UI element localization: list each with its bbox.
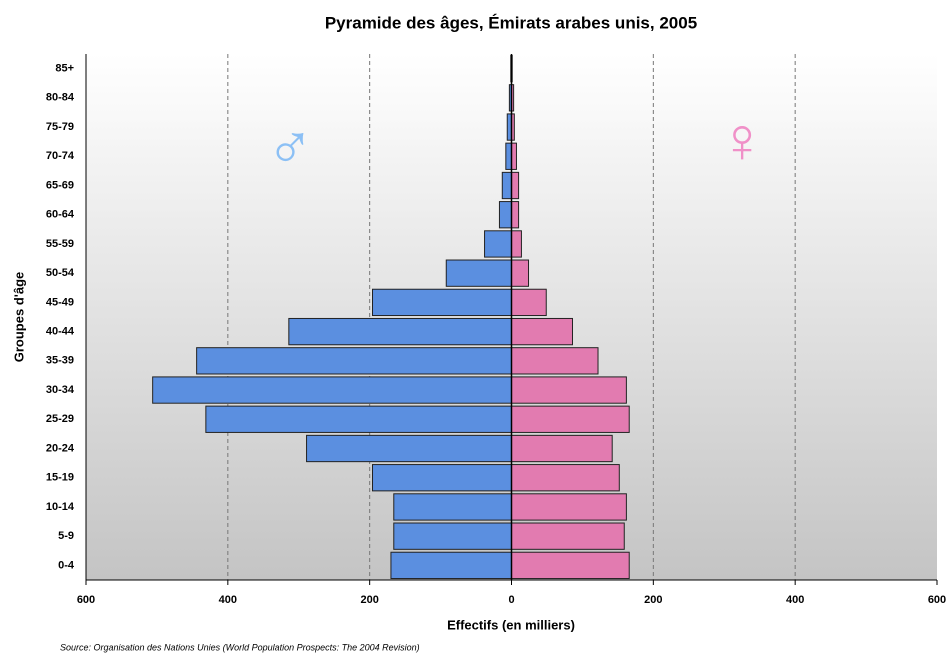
bar bbox=[511, 230, 522, 258]
bar bbox=[445, 259, 512, 287]
bar bbox=[511, 434, 613, 463]
y-tick-label: 35-39 bbox=[46, 355, 74, 367]
bar bbox=[501, 171, 512, 200]
y-tick-label: 25-29 bbox=[46, 413, 74, 425]
bar bbox=[393, 493, 512, 521]
y-tick-label: 15-19 bbox=[46, 472, 74, 484]
bar bbox=[511, 347, 599, 375]
x-tick-label: 200 bbox=[644, 594, 662, 606]
y-tick-label: 0-4 bbox=[58, 559, 75, 571]
bar bbox=[484, 230, 512, 258]
bar bbox=[505, 142, 512, 170]
bar bbox=[498, 201, 512, 229]
bar bbox=[196, 347, 512, 375]
female-symbol: ♀ bbox=[718, 104, 766, 176]
bar bbox=[511, 522, 625, 550]
y-tick-label: 40-44 bbox=[46, 326, 75, 338]
bar bbox=[511, 288, 547, 317]
y-tick-label: 80-84 bbox=[46, 92, 75, 104]
bar bbox=[288, 317, 512, 346]
y-tick-label: 75-79 bbox=[46, 121, 74, 133]
bar bbox=[390, 551, 513, 580]
x-tick-label: 0 bbox=[508, 594, 514, 606]
y-tick-label: 45-49 bbox=[46, 296, 74, 308]
bar bbox=[393, 522, 512, 550]
chart-title: Pyramide des âges, Émirats arabes unis, … bbox=[325, 13, 697, 32]
x-axis-label: Effectifs (en milliers) bbox=[447, 617, 575, 632]
bar bbox=[511, 317, 573, 346]
y-tick-label: 55-59 bbox=[46, 238, 74, 250]
bar bbox=[511, 376, 627, 404]
x-tick-label: 200 bbox=[360, 594, 378, 606]
y-tick-label: 65-69 bbox=[46, 179, 74, 191]
bar bbox=[205, 405, 513, 433]
male-symbol: ♂ bbox=[266, 111, 314, 183]
bar bbox=[152, 376, 513, 404]
y-tick-label: 70-74 bbox=[46, 150, 75, 162]
x-tick-label: 400 bbox=[219, 594, 237, 606]
x-tick-label: 600 bbox=[928, 594, 946, 606]
bar bbox=[372, 288, 512, 317]
y-tick-label: 60-64 bbox=[46, 209, 75, 221]
bar bbox=[511, 259, 530, 287]
bar bbox=[511, 551, 630, 580]
y-tick-label: 5-9 bbox=[58, 530, 74, 542]
bar bbox=[372, 464, 512, 492]
bar bbox=[511, 464, 620, 492]
bar bbox=[511, 171, 520, 200]
bar bbox=[511, 405, 630, 433]
y-tick-label: 10-14 bbox=[46, 501, 75, 513]
y-tick-label: 85+ bbox=[55, 63, 74, 75]
source: Source: Organisation des Nations Unies (… bbox=[60, 642, 420, 652]
x-tick-label: 400 bbox=[786, 594, 804, 606]
x-tick-label: 600 bbox=[77, 594, 95, 606]
y-axis-label: Groupes d'âge bbox=[11, 272, 26, 363]
y-tick-label: 20-24 bbox=[46, 442, 75, 454]
bar bbox=[306, 434, 513, 463]
bar bbox=[511, 201, 520, 229]
y-tick-label: 50-54 bbox=[46, 267, 75, 279]
bar bbox=[511, 493, 627, 521]
y-tick-label: 30-34 bbox=[46, 384, 75, 396]
